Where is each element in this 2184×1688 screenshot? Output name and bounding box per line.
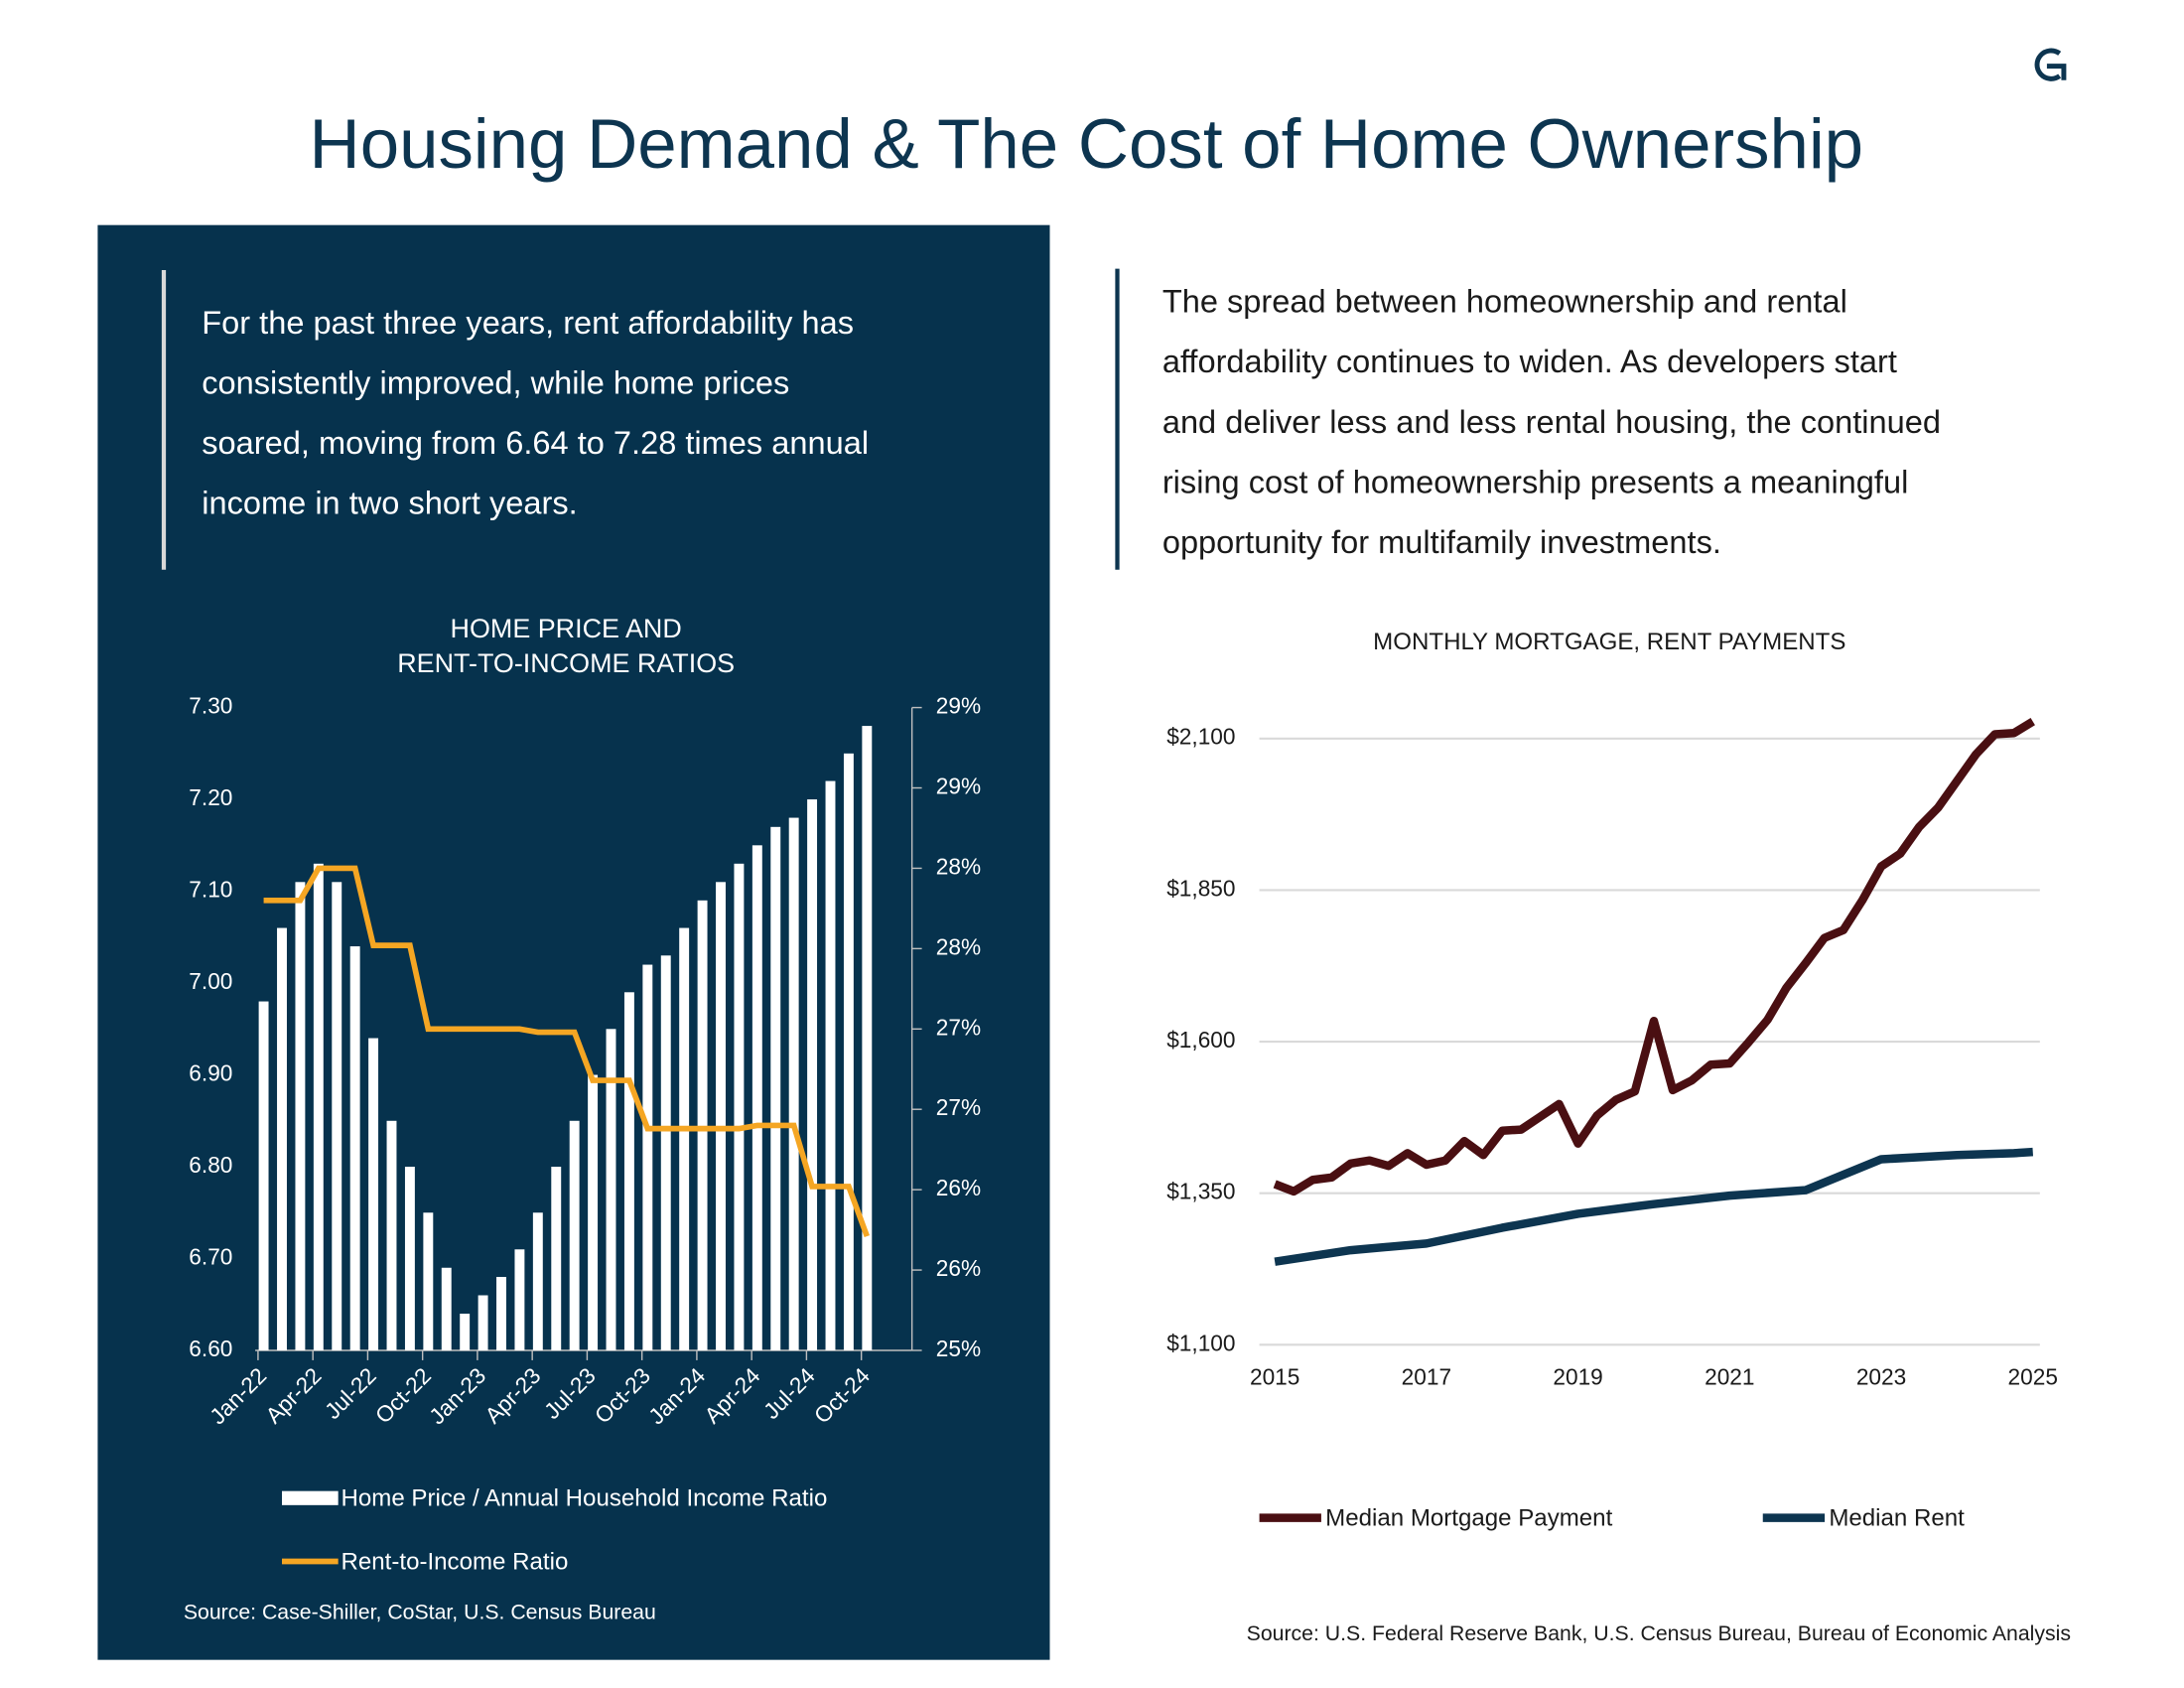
bar bbox=[514, 1249, 525, 1350]
legend-label: Median Mortgage Payment bbox=[1325, 1504, 1612, 1531]
bar bbox=[332, 882, 342, 1350]
bar bbox=[569, 1120, 580, 1350]
source-note: Source: U.S. Federal Reserve Bank, U.S. … bbox=[1247, 1621, 2071, 1645]
bar bbox=[788, 817, 799, 1350]
left-paragraph-line: consistently improved, while home prices bbox=[202, 364, 789, 400]
y-tick-label: $2,100 bbox=[1166, 724, 1235, 750]
y-tick-label: $1,100 bbox=[1166, 1330, 1235, 1355]
source-note: Source: Case-Shiller, CoStar, U.S. Censu… bbox=[184, 1601, 656, 1624]
series-line bbox=[1274, 1147, 2034, 1266]
bar bbox=[551, 1167, 562, 1350]
y-tick-label: 6.60 bbox=[189, 1336, 232, 1361]
bar bbox=[697, 900, 708, 1350]
right-paragraph-line: rising cost of homeownership presents a … bbox=[1162, 465, 1909, 500]
bar bbox=[423, 1212, 434, 1350]
bar bbox=[588, 1074, 599, 1350]
bar bbox=[623, 992, 634, 1350]
bar bbox=[642, 964, 653, 1350]
y-tick-label: 6.80 bbox=[189, 1152, 232, 1178]
bar bbox=[349, 946, 360, 1350]
chart-title: MONTHLY MORTGAGE, RENT PAYMENTS bbox=[1373, 629, 1845, 655]
series-line bbox=[1273, 718, 2035, 1196]
bar bbox=[295, 882, 306, 1350]
y-tick-label: 6.70 bbox=[189, 1243, 232, 1269]
y2-tick-label: 27% bbox=[936, 1094, 981, 1120]
bar bbox=[404, 1167, 415, 1350]
bar bbox=[313, 863, 324, 1350]
bar bbox=[807, 799, 818, 1350]
bar bbox=[478, 1295, 488, 1350]
bar bbox=[843, 753, 854, 1350]
bar bbox=[751, 845, 762, 1350]
bar bbox=[496, 1277, 506, 1350]
bar bbox=[825, 780, 836, 1350]
y2-tick-label: 27% bbox=[936, 1014, 981, 1040]
legend-label: Home Price / Annual Household Income Rat… bbox=[341, 1485, 827, 1512]
y2-tick-label: 29% bbox=[936, 773, 981, 798]
rent-line bbox=[263, 865, 870, 1238]
y2-tick-label: 26% bbox=[936, 1255, 981, 1281]
right-paragraph-line: affordability continues to widen. As dev… bbox=[1162, 344, 1897, 379]
left-paragraph-line: income in two short years. bbox=[202, 485, 577, 520]
y-tick-label: 7.30 bbox=[189, 693, 232, 719]
right-paragraph-line: and deliver less and less rental housing… bbox=[1162, 404, 1941, 440]
bar bbox=[862, 726, 873, 1350]
bar bbox=[441, 1267, 452, 1350]
bar bbox=[368, 1038, 379, 1350]
y2-tick-label: 28% bbox=[936, 853, 981, 879]
bar bbox=[532, 1212, 543, 1350]
bar bbox=[660, 955, 671, 1350]
x-tick-label: 2019 bbox=[1553, 1363, 1602, 1389]
page-title: Housing Demand & The Cost of Home Owners… bbox=[310, 105, 1864, 184]
x-tick-label: 2017 bbox=[1402, 1363, 1451, 1389]
left-paragraph-line: For the past three years, rent affordabi… bbox=[202, 305, 854, 341]
y2-tick-label: 26% bbox=[936, 1175, 981, 1200]
chart-title: RENT-TO-INCOME RATIOS bbox=[397, 648, 735, 678]
right-paragraph-line: The spread between homeownership and ren… bbox=[1162, 284, 1847, 320]
bar bbox=[770, 826, 781, 1350]
logo bbox=[2034, 48, 2067, 81]
y-tick-label: 7.20 bbox=[189, 784, 232, 810]
x-tick-label: 2015 bbox=[1250, 1363, 1299, 1389]
left-paragraph-line: soared, moving from 6.64 to 7.28 times a… bbox=[202, 425, 869, 461]
y2-tick-label: 29% bbox=[936, 693, 981, 719]
y-tick-label: 6.90 bbox=[189, 1060, 232, 1086]
chart-title: HOME PRICE AND bbox=[451, 614, 682, 643]
x-tick-label: 2025 bbox=[2008, 1363, 2058, 1389]
bar bbox=[258, 1001, 269, 1350]
right-paragraph-line: opportunity for multifamily investments. bbox=[1162, 524, 1721, 560]
y-tick-label: 7.10 bbox=[189, 877, 232, 903]
y-tick-label: 7.00 bbox=[189, 968, 232, 994]
x-tick-label: 2023 bbox=[1856, 1363, 1906, 1389]
bar bbox=[716, 882, 726, 1350]
legend-swatch bbox=[282, 1490, 339, 1505]
bar bbox=[277, 927, 287, 1350]
bar bbox=[386, 1120, 397, 1350]
bar bbox=[679, 927, 690, 1350]
y2-tick-label: 25% bbox=[936, 1336, 981, 1361]
y2-tick-label: 28% bbox=[936, 933, 981, 959]
bar bbox=[734, 863, 745, 1350]
y-tick-label: $1,600 bbox=[1166, 1027, 1235, 1053]
y-tick-label: $1,350 bbox=[1166, 1179, 1235, 1204]
x-tick-label: 2021 bbox=[1705, 1363, 1754, 1389]
y-tick-label: $1,850 bbox=[1166, 875, 1235, 901]
bar bbox=[606, 1029, 616, 1350]
left-panel bbox=[97, 224, 1050, 1660]
legend-label: Median Rent bbox=[1829, 1504, 1965, 1531]
bar bbox=[460, 1314, 471, 1350]
legend-label: Rent-to-Income Ratio bbox=[341, 1548, 568, 1575]
